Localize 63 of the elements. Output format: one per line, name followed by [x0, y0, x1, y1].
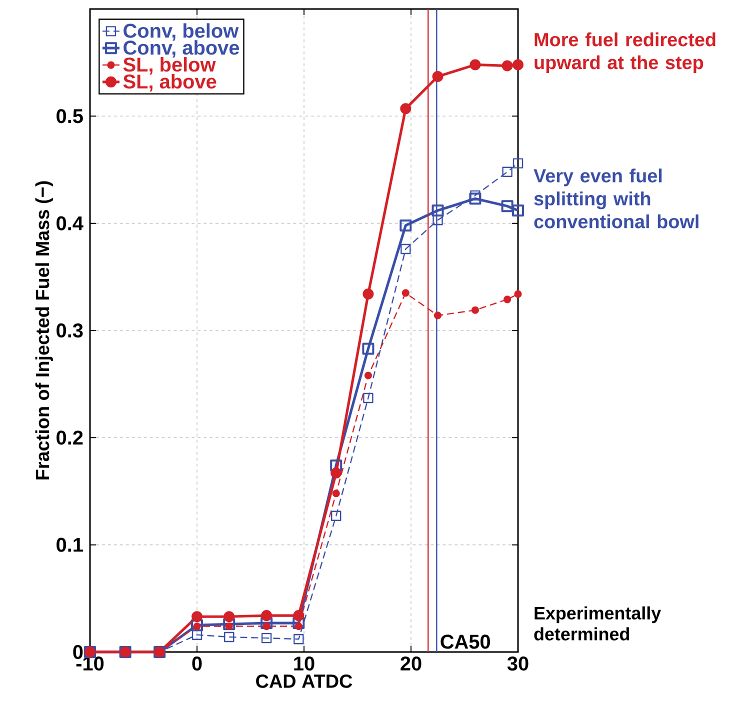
- x-tick-label: 0: [192, 656, 202, 671]
- point: [471, 306, 480, 314]
- y-tick-label: 0.3: [56, 323, 83, 338]
- point: [501, 200, 514, 212]
- point: [193, 622, 201, 630]
- point: [512, 59, 524, 70]
- point: [432, 71, 444, 82]
- point: [330, 468, 342, 479]
- point: [504, 296, 512, 304]
- point: [224, 611, 235, 622]
- legend-label: SL, below: [123, 57, 216, 75]
- point: [364, 372, 372, 380]
- point: [294, 634, 304, 644]
- point: [261, 632, 272, 644]
- point: [191, 619, 204, 632]
- point: [502, 60, 513, 72]
- x-tick-label: 10: [294, 656, 314, 671]
- point: [332, 490, 340, 498]
- point: [514, 290, 522, 298]
- point: [432, 215, 443, 226]
- point: [469, 192, 482, 205]
- annotation: Very even fuel splitting with conventional bowl: [534, 168, 698, 228]
- point: [400, 103, 412, 114]
- point: [363, 392, 374, 404]
- point: [293, 610, 304, 622]
- legend-label: SL, above: [123, 74, 216, 92]
- point: [192, 611, 203, 622]
- legend-label: Conv, above: [124, 40, 240, 58]
- x-tick-label: -10: [76, 656, 104, 671]
- y-tick-label: 0.4: [56, 216, 84, 230]
- point: [402, 289, 410, 297]
- point: [262, 622, 270, 630]
- point: [400, 219, 412, 232]
- y-tick-label: 0: [73, 644, 83, 660]
- point: [512, 204, 524, 216]
- annotation: More fuel redirected upward at the step: [534, 32, 716, 73]
- y-tick-label: 0.5: [56, 109, 83, 124]
- point: [224, 632, 234, 642]
- text: Experimentally determined: [534, 606, 662, 640]
- point: [434, 312, 442, 320]
- point: [292, 617, 305, 630]
- point: [225, 622, 233, 630]
- ref-line-label: CA50: [440, 634, 490, 649]
- point: [331, 510, 342, 521]
- point: [502, 166, 512, 177]
- point: [294, 622, 302, 630]
- point: [192, 630, 202, 640]
- x-tick-label: 20: [400, 656, 422, 671]
- x-tick-label: 30: [507, 656, 528, 671]
- y-tick-label: 0.2: [56, 430, 83, 445]
- point: [432, 204, 444, 216]
- y-axis-title: Fraction of Injected Fuel Mass (−): [35, 181, 53, 480]
- point: [223, 618, 236, 630]
- point: [330, 460, 342, 472]
- point: [362, 288, 374, 300]
- y-tick-label: 0.1: [56, 538, 83, 552]
- point: [261, 610, 272, 622]
- point: [470, 59, 481, 70]
- point: [400, 244, 411, 254]
- point: [362, 342, 374, 355]
- legend-label: Conv, below: [124, 23, 239, 41]
- point: [512, 158, 524, 168]
- x-axis-title: CAD ATDC: [256, 674, 352, 688]
